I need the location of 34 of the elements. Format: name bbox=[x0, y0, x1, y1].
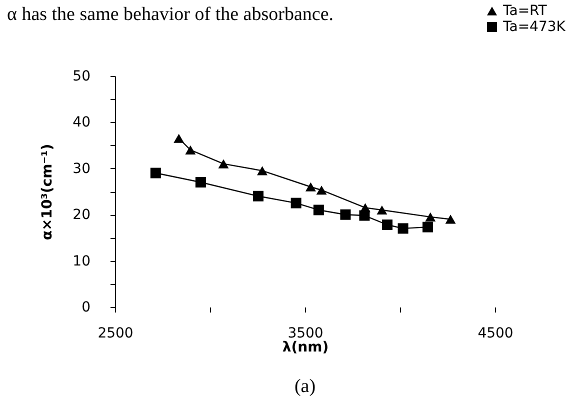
point bbox=[313, 204, 324, 216]
point bbox=[422, 222, 433, 232]
x-tick-label: 4500 bbox=[478, 326, 514, 342]
y-axis-title: α×10³(cm⁻¹) bbox=[40, 144, 56, 240]
y-tick-label: 20 bbox=[72, 207, 90, 224]
y-tick-label: 0 bbox=[82, 300, 90, 316]
y-tick-label: 40 bbox=[72, 114, 90, 131]
point bbox=[376, 205, 388, 215]
point bbox=[174, 134, 184, 143]
point bbox=[398, 223, 408, 234]
y-tick-label: 30 bbox=[72, 160, 90, 177]
point bbox=[382, 220, 393, 230]
text: (a) bbox=[294, 376, 316, 397]
point bbox=[316, 186, 327, 195]
point bbox=[195, 177, 206, 188]
point bbox=[359, 210, 370, 221]
x-axis-title: λ(nm) bbox=[282, 340, 329, 356]
point bbox=[340, 209, 351, 220]
point bbox=[218, 159, 229, 168]
legend-label: Ta=473K bbox=[502, 19, 566, 35]
x-tick-label: 3500 bbox=[288, 326, 324, 342]
point bbox=[150, 168, 161, 178]
point bbox=[290, 198, 302, 208]
y-tick-label: 50 bbox=[72, 68, 90, 84]
y-tick-label: 10 bbox=[72, 253, 90, 270]
legend-label: Ta=RT bbox=[502, 3, 548, 19]
point bbox=[445, 214, 456, 224]
point bbox=[425, 212, 436, 222]
point bbox=[305, 182, 316, 192]
point bbox=[257, 166, 268, 176]
text: α has the same behavior of the absorbance. bbox=[7, 4, 334, 25]
point bbox=[185, 145, 196, 154]
point bbox=[253, 190, 264, 202]
x-tick-label: 2500 bbox=[98, 326, 134, 342]
